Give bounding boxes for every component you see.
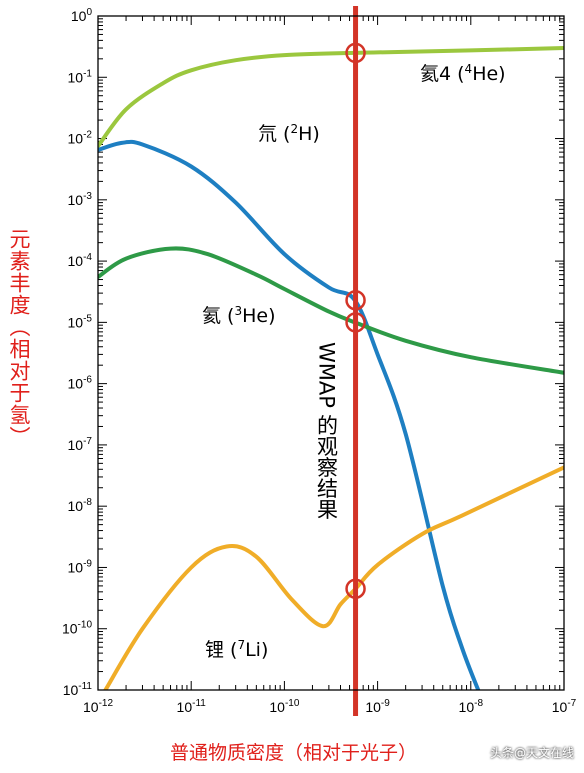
wmap-marker <box>345 578 366 599</box>
series-label-deuterium: 氘 (2H) <box>258 122 320 145</box>
series-line-helium4 <box>98 46 564 149</box>
series-labels: 氦4 (4He) 氘 (2H) 氦 (3He) 锂 (7Li) <box>202 62 506 661</box>
watermark-text: 头条@天文在线 <box>489 746 574 760</box>
y-tick-label: 10-8 <box>68 497 93 514</box>
series-label-lithium7: 锂 (7Li) <box>205 638 268 661</box>
y-tick-label: 10-3 <box>68 191 93 208</box>
y-tick-label: 10-5 <box>68 313 93 330</box>
tick-labels: 10-12 10-11 10-10 10-9 10-8 10-710010-110-210… <box>62 7 577 715</box>
y-tick-label: 10-6 <box>68 375 93 392</box>
wmap-marker <box>345 289 366 311</box>
y-tick-label: 10-9 <box>68 558 93 575</box>
plot-frame <box>97 15 565 691</box>
abundance-curves <box>98 46 564 690</box>
y-tick-label: 10-1 <box>68 68 93 85</box>
x-tick-label: 10-9 <box>365 698 390 715</box>
y-tick-label: 10-7 <box>68 436 93 453</box>
wmap-marker <box>345 42 366 64</box>
x-tick-label: 10-7 <box>552 698 577 715</box>
y-tick-label: 10-2 <box>68 130 93 147</box>
axis-ticks <box>97 15 565 691</box>
y-tick-label: 10-4 <box>68 252 93 269</box>
y-axis-title-wrap: 元素丰度（相对于氢） <box>6 228 32 448</box>
wmap-marker <box>345 312 366 333</box>
series-line-deuterium <box>98 139 481 690</box>
series-label-helium4: 氦4 (4He) <box>420 62 506 85</box>
y-tick-label: 10-10 <box>62 620 92 637</box>
x-tick-label: 10-8 <box>459 698 484 715</box>
x-tick-label: 10-10 <box>269 698 299 715</box>
x-tick-label: 10-12 <box>83 698 113 715</box>
x-tick-label: 10-11 <box>177 698 207 715</box>
series-line-lithium7 <box>103 465 564 690</box>
series-line-helium3 <box>98 246 564 375</box>
y-tick-label: 100 <box>71 7 93 24</box>
series-label-helium3: 氦 (3He) <box>202 304 275 327</box>
y-axis-title: 元素丰度（相对于氢） <box>7 228 31 448</box>
wmap-label: WMAP 的观察结果 <box>315 342 339 520</box>
y-tick-label: 10-11 <box>63 681 93 698</box>
x-axis-title: 普通物质密度（相对于光子） <box>170 742 418 764</box>
wmap-observation: WMAP 的观察结果 <box>315 6 366 716</box>
